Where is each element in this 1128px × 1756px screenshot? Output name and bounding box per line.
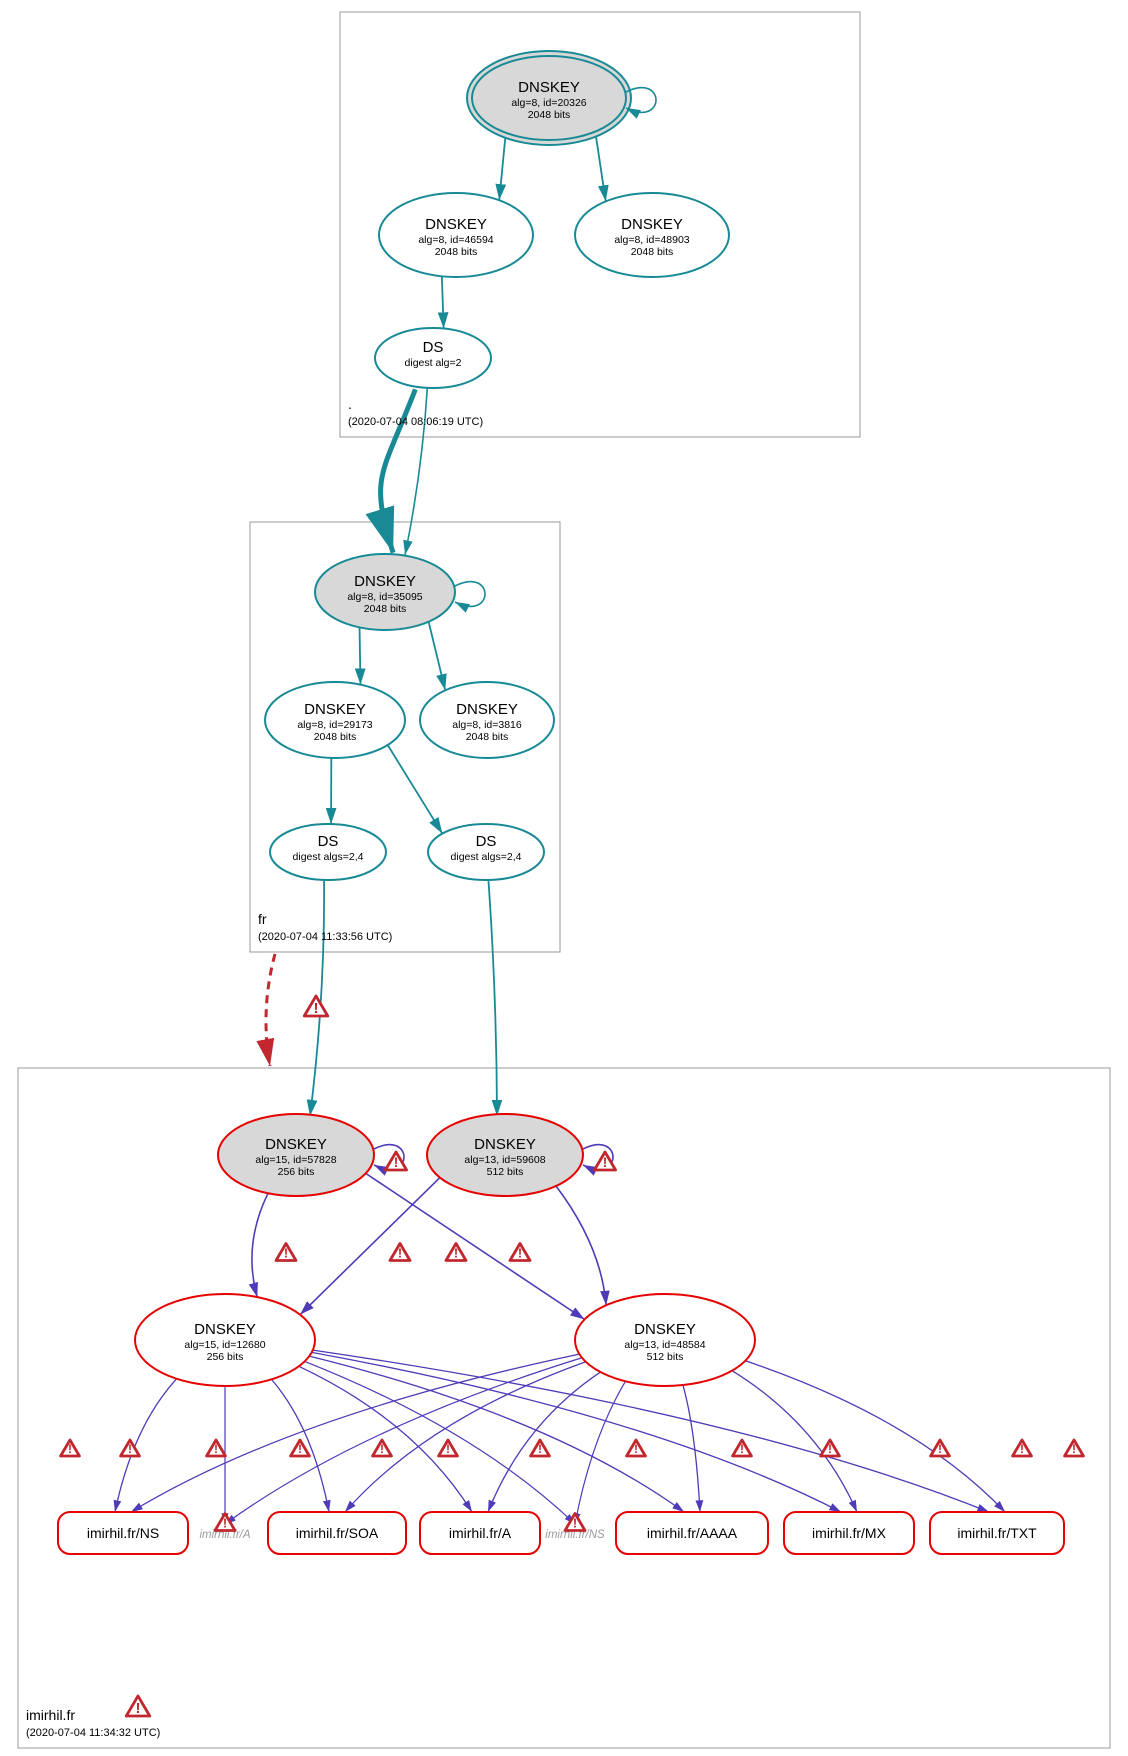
node-title: DS: [423, 339, 444, 356]
node-fr_ds2: DSdigest algs=2,4: [428, 824, 544, 880]
node-title: DS: [318, 833, 339, 850]
node-title: DNSKEY: [634, 1321, 696, 1338]
node-line3: 512 bits: [647, 1351, 684, 1363]
svg-text:!: !: [314, 1000, 319, 1017]
node-line3: 2048 bits: [528, 109, 571, 121]
node-line2: alg=8, id=29173: [297, 719, 372, 731]
node-line2: alg=15, id=57828: [255, 1154, 336, 1166]
node-line2: alg=13, id=59608: [464, 1154, 545, 1166]
node-line3: 2048 bits: [314, 731, 357, 743]
rrset-label: imirhil.fr/TXT: [957, 1525, 1037, 1541]
node-line2: digest alg=2: [405, 357, 462, 369]
svg-text:!: !: [938, 1442, 942, 1456]
svg-text:!: !: [538, 1442, 542, 1456]
node-title: DNSKEY: [621, 216, 683, 233]
node-line3: 2048 bits: [466, 731, 509, 743]
node-line2: alg=15, id=12680: [184, 1339, 265, 1351]
node-fr_zsk1: DNSKEYalg=8, id=291732048 bits: [265, 682, 405, 758]
svg-text:!: !: [214, 1442, 218, 1456]
rrset-label: imirhil.fr/AAAA: [647, 1525, 738, 1541]
node-line3: 256 bits: [278, 1166, 315, 1178]
zone-label: imirhil.fr: [26, 1707, 75, 1723]
node-line2: digest algs=2,4: [293, 851, 364, 863]
zone-timestamp: (2020-07-04 11:33:56 UTC): [258, 931, 392, 943]
edge-warning: [266, 954, 275, 1066]
zone-label: fr: [258, 911, 267, 927]
node-root_zsk2: DNSKEYalg=8, id=489032048 bits: [575, 193, 729, 277]
node-root_zsk1: DNSKEYalg=8, id=465942048 bits: [379, 193, 533, 277]
node-line3: 2048 bits: [435, 246, 478, 258]
node-title: DNSKEY: [194, 1321, 256, 1338]
node-line3: 512 bits: [487, 1166, 524, 1178]
edge: [360, 627, 361, 684]
node-line3: 2048 bits: [364, 603, 407, 615]
zone-timestamp: (2020-07-04 11:34:32 UTC): [26, 1727, 160, 1739]
svg-text:!: !: [740, 1442, 744, 1456]
svg-text:!: !: [398, 1246, 402, 1261]
rrset-label: imirhil.fr/MX: [812, 1525, 887, 1541]
svg-text:!: !: [828, 1442, 832, 1456]
zone-label: .: [348, 396, 352, 412]
svg-text:!: !: [394, 1155, 399, 1170]
node-line2: alg=8, id=35095: [347, 591, 422, 603]
svg-text:!: !: [68, 1442, 72, 1456]
node-root_ksk: DNSKEYalg=8, id=203262048 bits: [467, 51, 631, 145]
node-dom_zsk2: DNSKEYalg=13, id=48584512 bits: [575, 1294, 755, 1386]
node-title: DS: [476, 833, 497, 850]
svg-text:!: !: [380, 1442, 384, 1456]
svg-text:!: !: [1020, 1442, 1024, 1456]
svg-text:!: !: [284, 1246, 288, 1261]
node-line2: alg=8, id=20326: [511, 97, 586, 109]
node-fr_ds1: DSdigest algs=2,4: [270, 824, 386, 880]
node-title: DNSKEY: [456, 701, 518, 718]
node-root_ds: DSdigest alg=2: [375, 328, 491, 388]
svg-text:!: !: [634, 1442, 638, 1456]
node-dom_ksk1: DNSKEYalg=15, id=57828256 bits: [218, 1114, 374, 1196]
node-line2: alg=13, id=48584: [624, 1339, 705, 1351]
node-dom_zsk1: DNSKEYalg=15, id=12680256 bits: [135, 1294, 315, 1386]
node-title: DNSKEY: [518, 79, 580, 96]
node-line2: alg=8, id=48903: [614, 234, 689, 246]
node-title: DNSKEY: [304, 701, 366, 718]
node-title: DNSKEY: [425, 216, 487, 233]
svg-text:!: !: [136, 1700, 141, 1717]
node-fr_zsk2: DNSKEYalg=8, id=38162048 bits: [420, 682, 554, 758]
svg-text:!: !: [1072, 1442, 1076, 1456]
svg-text:!: !: [446, 1442, 450, 1456]
svg-text:!: !: [518, 1246, 522, 1261]
svg-text:!: !: [573, 1516, 577, 1531]
node-dom_ksk2: DNSKEYalg=13, id=59608512 bits: [427, 1114, 583, 1196]
node-line3: 2048 bits: [631, 246, 674, 258]
svg-text:!: !: [454, 1246, 458, 1261]
node-line3: 256 bits: [207, 1351, 244, 1363]
node-fr_ksk: DNSKEYalg=8, id=350952048 bits: [315, 554, 455, 630]
node-title: DNSKEY: [265, 1136, 327, 1153]
rrset-label: imirhil.fr/NS: [87, 1525, 159, 1541]
node-title: DNSKEY: [354, 573, 416, 590]
warning-icon: !: [304, 996, 328, 1017]
svg-text:!: !: [603, 1155, 608, 1170]
svg-text:!: !: [298, 1442, 302, 1456]
node-title: DNSKEY: [474, 1136, 536, 1153]
rrset-label: imirhil.fr/A: [449, 1525, 512, 1541]
node-line2: digest algs=2,4: [451, 851, 522, 863]
svg-text:!: !: [128, 1442, 132, 1456]
rrset-label: imirhil.fr/SOA: [296, 1525, 379, 1541]
zone-timestamp: (2020-07-04 08:06:19 UTC): [348, 416, 483, 428]
node-line2: alg=8, id=3816: [452, 719, 522, 731]
svg-text:!: !: [223, 1516, 227, 1531]
node-line2: alg=8, id=46594: [418, 234, 493, 246]
